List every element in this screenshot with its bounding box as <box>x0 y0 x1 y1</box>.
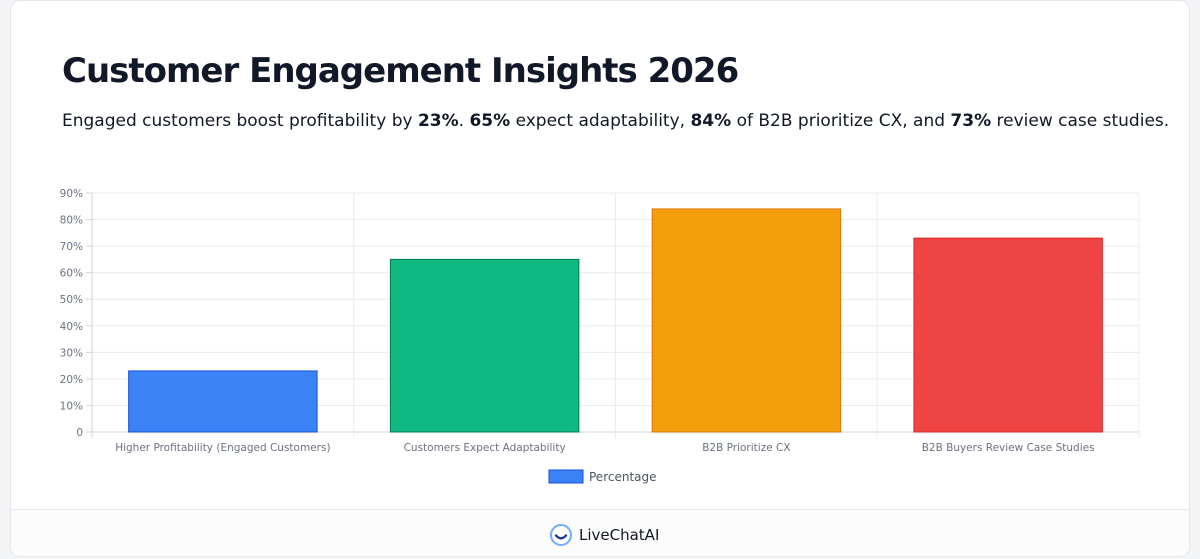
y-tick-label: 70% <box>60 241 83 253</box>
y-tick-label: 60% <box>60 268 83 280</box>
bar[interactable] <box>913 237 1103 433</box>
x-tick-label: B2B Prioritize CX <box>702 442 790 454</box>
subtitle-highlight: 84% <box>690 111 732 131</box>
y-axis-ticks: 0 10% 20% 30% 40% 50% 60% 70% 80% 90% <box>60 188 83 439</box>
subtitle-text: review case studies. <box>991 111 1170 131</box>
bar[interactable] <box>128 370 318 433</box>
brand[interactable]: LiveChatAI <box>549 522 659 548</box>
y-tick-label: 0 <box>76 427 83 439</box>
y-tick-label: 40% <box>60 321 83 333</box>
y-tick-label: 20% <box>60 374 83 386</box>
x-axis-ticks: Higher Profitability (Engaged Customers)… <box>115 442 1094 454</box>
x-tick-label: B2B Buyers Review Case Studies <box>922 442 1095 454</box>
legend-label[interactable]: Percentage <box>589 470 657 484</box>
subtitle-highlight: 73% <box>950 111 992 131</box>
subtitle-text: of B2B prioritize CX, and <box>731 111 951 131</box>
subtitle-highlight: 23% <box>417 111 459 131</box>
y-tick-label: 80% <box>60 215 83 227</box>
chart-bars <box>128 208 1103 433</box>
y-tick-label: 10% <box>60 400 83 412</box>
y-tick-label: 30% <box>60 347 83 359</box>
y-tick-label: 50% <box>60 294 83 306</box>
brand-name: LiveChatAI <box>579 526 660 544</box>
subtitle-highlight: 65% <box>469 111 511 131</box>
legend-swatch[interactable] <box>548 469 584 484</box>
x-tick-label: Customers Expect Adaptability <box>404 442 566 454</box>
bar[interactable] <box>651 208 842 433</box>
chart-card: Customer Engagement Insights 2026 Engage… <box>10 0 1190 557</box>
subtitle-text: . <box>458 111 470 131</box>
footer: LiveChatAI <box>11 509 1189 556</box>
y-tick-label: 90% <box>60 188 83 200</box>
subtitle-text: expect adaptability, <box>510 111 691 131</box>
subtitle-text: Engaged customers boost profitability by <box>62 111 418 131</box>
bar-chart: 0 10% 20% 30% 40% 50% 60% 70% 80% 90% Higher Prof… <box>60 188 1140 484</box>
page-title: Customer Engagement Insights 2026 <box>62 51 739 91</box>
x-tick-label: Higher Profitability (Engaged Customers) <box>115 442 330 454</box>
bar[interactable] <box>389 258 580 433</box>
page-subtitle: Engaged customers boost profitability by… <box>62 111 1169 131</box>
chart-legend: Percentage <box>548 469 657 484</box>
livechatai-logo-icon <box>550 524 572 546</box>
